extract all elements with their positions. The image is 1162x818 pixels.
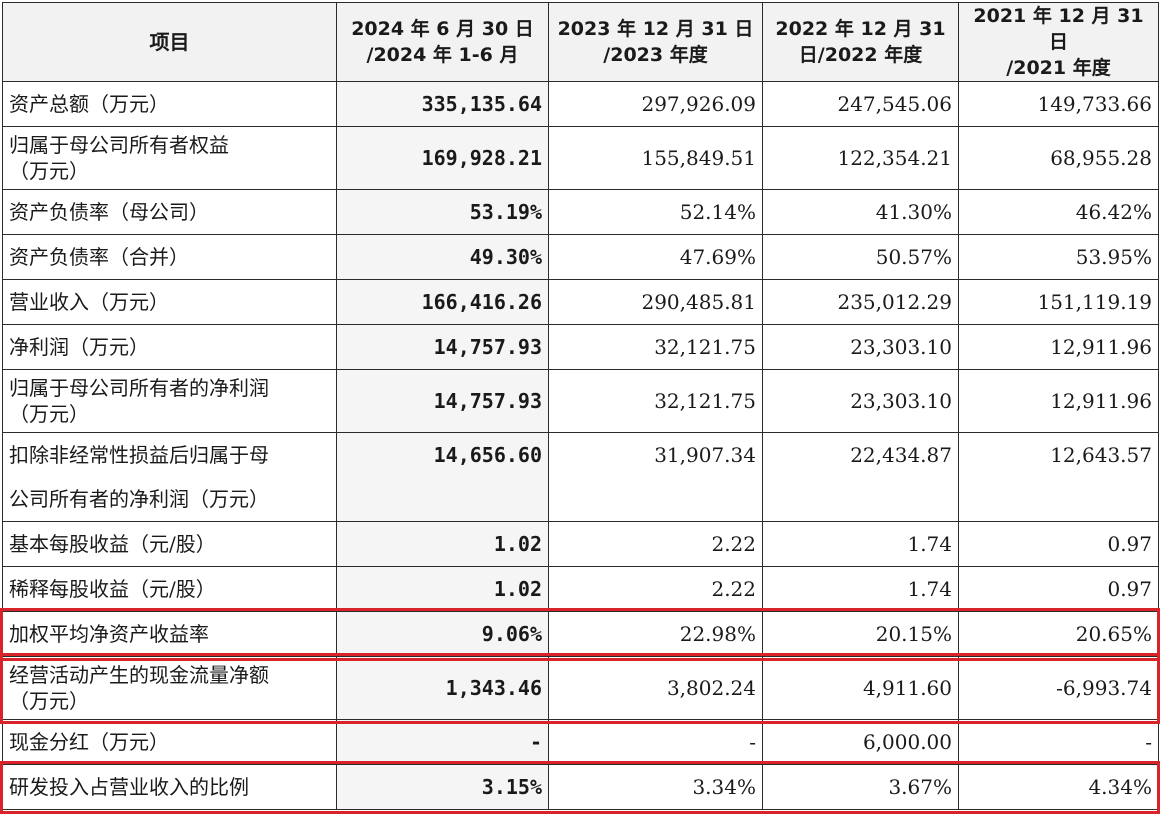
table-row: 基本每股收益（元/股） 1.02 2.22 1.74 0.97: [2, 521, 1159, 567]
cell-2021: 0.97: [958, 521, 1159, 567]
cell-2024h1: 9.06%: [336, 611, 549, 657]
cell-2021: 46.42%: [958, 189, 1159, 235]
table-row: 经营活动产生的现金流量净额 （万元） 1,343.46 3,802.24 4,91…: [2, 656, 1159, 720]
cell-2021: [958, 477, 1159, 522]
row-label: 加权平均净资产收益率: [2, 611, 337, 657]
table-row: 营业收入（万元） 166,416.26 290,485.81 235,012.2…: [2, 279, 1159, 325]
cell-2024h1: [336, 477, 549, 522]
cell-2021: 12,911.96: [958, 369, 1159, 433]
cell-2021: 151,119.19: [958, 279, 1159, 325]
cell-2022: 22,434.87: [762, 432, 959, 477]
cell-2023: 32,121.75: [548, 324, 763, 370]
cell-2022: 3.67%: [762, 764, 959, 810]
cell-2022: 122,354.21: [762, 126, 959, 190]
cell-2021: -: [958, 719, 1159, 765]
row-label: 净利润（万元）: [2, 324, 337, 370]
header-2021: 2021 年 12 月 31 日/2021 年度: [958, 2, 1159, 82]
table-row: 扣除非经常性损益后归属于母 14,656.60 31,907.34 22,434…: [2, 432, 1159, 477]
cell-2022: 41.30%: [762, 189, 959, 235]
header-2024h1: 2024 年 6 月 30 日/2024 年 1-6 月: [336, 2, 549, 82]
cell-2022: 23,303.10: [762, 324, 959, 370]
row-label: 资产负债率（母公司）: [2, 189, 337, 235]
header-row: 项目 2024 年 6 月 30 日/2024 年 1-6 月 2023 年 1…: [2, 2, 1159, 82]
row-label: 经营活动产生的现金流量净额 （万元）: [2, 656, 337, 720]
row-label: 现金分红（万元）: [2, 719, 337, 765]
cell-2021: 149,733.66: [958, 81, 1159, 127]
cell-2023: 47.69%: [548, 234, 763, 280]
table-row: 资产负债率（母公司） 53.19% 52.14% 41.30% 46.42%: [2, 189, 1159, 235]
cell-2021: 0.97: [958, 566, 1159, 612]
cell-2024h1: 53.19%: [336, 189, 549, 235]
row-label: 归属于母公司所有者的净利润 （万元）: [2, 369, 337, 433]
cell-2021: 68,955.28: [958, 126, 1159, 190]
cell-2024h1: 14,656.60: [336, 432, 549, 477]
cell-2024h1: 1,343.46: [336, 656, 549, 720]
table-row: 资产负债率（合并） 49.30% 47.69% 50.57% 53.95%: [2, 234, 1159, 280]
cell-2022: 1.74: [762, 566, 959, 612]
row-label: 资产总额（万元）: [2, 81, 337, 127]
table-row: 现金分红（万元） - - 6,000.00 -: [2, 719, 1159, 765]
cell-2023: 297,926.09: [548, 81, 763, 127]
cell-2023: 2.22: [548, 566, 763, 612]
row-label: 归属于母公司所有者权益 （万元）: [2, 126, 337, 190]
cell-2021: 12,911.96: [958, 324, 1159, 370]
table-row: 研发投入占营业收入的比例 3.15% 3.34% 3.67% 4.34%: [2, 764, 1159, 810]
cell-2024h1: 335,135.64: [336, 81, 549, 127]
row-label: 稀释每股收益（元/股）: [2, 566, 337, 612]
cell-2022: 235,012.29: [762, 279, 959, 325]
row-label: 扣除非经常性损益后归属于母: [2, 432, 337, 477]
cell-2022: 23,303.10: [762, 369, 959, 433]
cell-2023: 3,802.24: [548, 656, 763, 720]
row-label: 资产负债率（合并）: [2, 234, 337, 280]
cell-2024h1: 14,757.93: [336, 324, 549, 370]
cell-2023: 155,849.51: [548, 126, 763, 190]
header-item: 项目: [2, 2, 337, 82]
cell-2023: [548, 477, 763, 522]
cell-2023: 52.14%: [548, 189, 763, 235]
cell-2023: 290,485.81: [548, 279, 763, 325]
row-label: 基本每股收益（元/股）: [2, 521, 337, 567]
cell-2024h1: 169,928.21: [336, 126, 549, 190]
cell-2024h1: 14,757.93: [336, 369, 549, 433]
cell-2022: 247,545.06: [762, 81, 959, 127]
cell-2022: 20.15%: [762, 611, 959, 657]
cell-2021: 12,643.57: [958, 432, 1159, 477]
table-row: 公司所有者的净利润（万元）: [2, 477, 1159, 522]
cell-2021: 4.34%: [958, 764, 1159, 810]
cell-2021: -6,993.74: [958, 656, 1159, 720]
cell-2023: -: [548, 719, 763, 765]
table-row: 归属于母公司所有者权益 （万元） 169,928.21 155,849.51 12…: [2, 126, 1159, 190]
cell-2024h1: -: [336, 719, 549, 765]
cell-2023: 22.98%: [548, 611, 763, 657]
table-row: 净利润（万元） 14,757.93 32,121.75 23,303.10 12…: [2, 324, 1159, 370]
cell-2024h1: 49.30%: [336, 234, 549, 280]
row-label: 研发投入占营业收入的比例: [2, 764, 337, 810]
cell-2022: [762, 477, 959, 522]
cell-2024h1: 3.15%: [336, 764, 549, 810]
cell-2023: 2.22: [548, 521, 763, 567]
cell-2022: 4,911.60: [762, 656, 959, 720]
table-row: 稀释每股收益（元/股） 1.02 2.22 1.74 0.97: [2, 566, 1159, 612]
table-row: 归属于母公司所有者的净利润 （万元） 14,757.93 32,121.75 23…: [2, 369, 1159, 433]
header-2022: 2022 年 12 月 31 日/2022 年度: [762, 2, 959, 82]
cell-2022: 6,000.00: [762, 719, 959, 765]
row-label: 公司所有者的净利润（万元）: [2, 477, 337, 522]
cell-2021: 53.95%: [958, 234, 1159, 280]
cell-2023: 31,907.34: [548, 432, 763, 477]
cell-2023: 32,121.75: [548, 369, 763, 433]
cell-2022: 1.74: [762, 521, 959, 567]
row-label: 营业收入（万元）: [2, 279, 337, 325]
cell-2021: 20.65%: [958, 611, 1159, 657]
cell-2024h1: 166,416.26: [336, 279, 549, 325]
cell-2023: 3.34%: [548, 764, 763, 810]
header-2023: 2023 年 12 月 31 日/2023 年度: [548, 2, 763, 82]
table-row: 资产总额（万元） 335,135.64 297,926.09 247,545.0…: [2, 81, 1159, 127]
table-row: 加权平均净资产收益率 9.06% 22.98% 20.15% 20.65%: [2, 611, 1159, 657]
cell-2022: 50.57%: [762, 234, 959, 280]
cell-2024h1: 1.02: [336, 521, 549, 567]
cell-2024h1: 1.02: [336, 566, 549, 612]
